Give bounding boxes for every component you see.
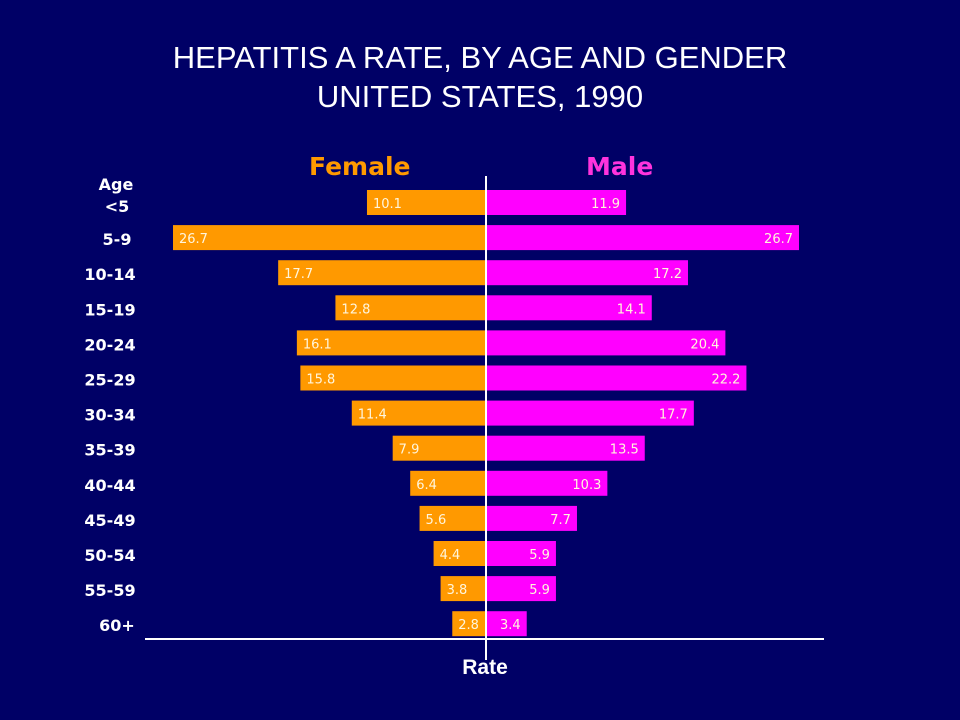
- bar-male-6: [487, 400, 694, 426]
- y-axis-title: Age: [99, 175, 134, 194]
- value-label-female-10: 4.4: [440, 548, 461, 563]
- bars-group: 10.1 11.9 26.7 26.7 17.7 17.2 12.8 14.1 16.1 20.4…: [173, 190, 799, 637]
- bar-female-10: [433, 541, 485, 566]
- category-label-0: <5: [105, 197, 130, 216]
- value-label-female-5: 15.8: [306, 373, 335, 388]
- value-label-female-9: 5.6: [426, 513, 447, 528]
- bar-male-8: [487, 470, 608, 496]
- bar-male-4: [487, 330, 726, 356]
- bar-male-7: [487, 435, 645, 461]
- value-label-female-1: 26.7: [179, 232, 208, 247]
- bar-male-2: [487, 260, 688, 286]
- chart-subtitle: UNITED STATES, 1990: [316, 79, 644, 114]
- category-label-8: 40-44: [84, 476, 135, 495]
- category-label-11: 55-59: [84, 581, 135, 600]
- bar-female-6: [351, 400, 485, 426]
- category-label-10: 50-54: [84, 546, 135, 565]
- bar-female-8: [410, 470, 485, 496]
- bar-male-10: [487, 541, 556, 566]
- bar-female-4: [296, 330, 485, 356]
- value-label-female-6: 11.4: [358, 408, 387, 423]
- category-label-9: 45-49: [84, 511, 135, 530]
- value-label-male-6: 17.7: [659, 408, 688, 423]
- bar-female-3: [335, 295, 485, 321]
- value-label-male-9: 7.7: [550, 513, 571, 528]
- value-label-male-3: 14.1: [617, 302, 646, 317]
- category-label-5: 25-29: [84, 371, 135, 390]
- bar-female-1: [173, 225, 485, 251]
- x-axis-title: Rate: [462, 656, 508, 679]
- bar-male-12: [487, 611, 527, 637]
- value-label-male-0: 11.9: [591, 197, 620, 212]
- value-label-female-11: 3.8: [447, 583, 468, 598]
- bar-male-3: [487, 295, 652, 321]
- value-label-male-8: 10.3: [572, 478, 601, 493]
- category-label-3: 15-19: [84, 300, 135, 319]
- value-label-male-7: 13.5: [610, 443, 639, 458]
- bar-male-0: [487, 190, 627, 215]
- bar-male-11: [487, 576, 556, 602]
- category-label-2: 10-14: [84, 265, 135, 284]
- chart-title: HEPATITIS A RATE, BY AGE AND GENDER: [172, 40, 788, 75]
- value-label-female-7: 7.9: [399, 443, 420, 458]
- bar-female-2: [278, 260, 485, 286]
- category-label-6: 30-34: [84, 406, 135, 425]
- value-label-male-4: 20.4: [690, 337, 719, 352]
- value-label-female-2: 17.7: [284, 267, 313, 282]
- value-label-male-10: 5.9: [529, 548, 550, 563]
- legend-male: Male: [586, 152, 654, 181]
- value-label-female-0: 10.1: [373, 197, 402, 212]
- bar-female-9: [419, 505, 485, 531]
- value-label-male-5: 22.2: [711, 373, 740, 388]
- value-label-female-12: 2.8: [458, 618, 479, 633]
- value-label-male-12: 3.4: [500, 618, 521, 633]
- category-label-7: 35-39: [84, 441, 135, 460]
- bar-female-12: [452, 611, 485, 637]
- legend-female: Female: [309, 152, 411, 181]
- value-label-male-1: 26.7: [764, 232, 793, 247]
- category-label-12: 60+: [99, 616, 135, 635]
- category-labels-group: <5 5-9 10-14 15-19 20-24 25-29 30-34 35-39 40-44…: [84, 197, 135, 635]
- bar-male-9: [487, 505, 577, 531]
- value-label-female-4: 16.1: [303, 337, 332, 352]
- value-label-male-11: 5.9: [529, 583, 550, 598]
- bar-female-7: [392, 435, 485, 461]
- value-label-female-8: 6.4: [416, 478, 437, 493]
- bar-male-1: [487, 225, 799, 251]
- value-label-female-3: 12.8: [341, 302, 370, 317]
- category-label-1: 5-9: [103, 230, 132, 249]
- bar-male-5: [487, 365, 747, 391]
- category-label-4: 20-24: [84, 335, 135, 354]
- value-label-male-2: 17.2: [653, 267, 682, 282]
- bar-female-5: [300, 365, 485, 391]
- bar-female-0: [366, 190, 485, 215]
- bar-female-11: [440, 576, 485, 602]
